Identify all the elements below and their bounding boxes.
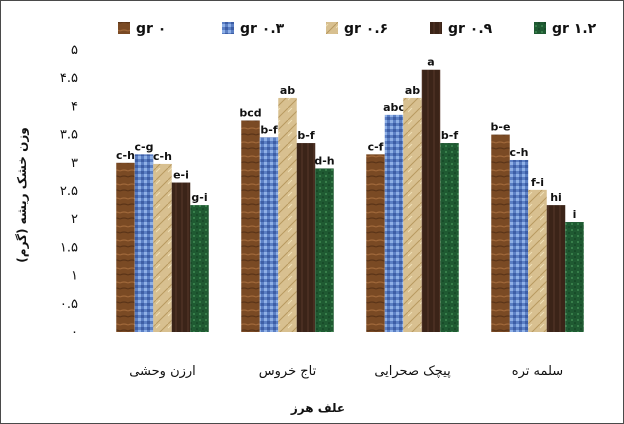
y-tick-label: ۳	[71, 156, 78, 171]
bar-value-label: i	[573, 208, 577, 221]
bar	[403, 97, 422, 332]
y-tick-label: ۴	[71, 99, 78, 114]
bar-value-label: abc	[383, 101, 405, 114]
y-axis: ۰ ۰.۵ ۱ ۱.۵ ۲ ۲.۵ ۳ ۳.۵ ۴ ۴.۵ ۵	[60, 43, 78, 340]
y-tick-label: ۲	[71, 212, 78, 227]
bar	[528, 189, 547, 332]
bar	[190, 205, 209, 332]
bar	[241, 120, 260, 332]
x-tick-label: سلمه تره	[512, 364, 563, 379]
x-axis: ارزن وحشی تاج خروس پیچک صحرایی سلمه تره	[129, 364, 563, 379]
bar-value-label: c-g	[135, 140, 154, 153]
bar-value-label: bcd	[239, 107, 261, 120]
y-axis-title: وزن خشک ریشه (گرم)	[15, 127, 30, 262]
bar-value-label: d-h	[314, 154, 334, 167]
bar	[509, 159, 529, 332]
bar	[171, 182, 191, 332]
legend-swatch	[534, 22, 546, 34]
y-tick-label: ۴.۵	[60, 71, 78, 86]
bar	[116, 162, 135, 332]
bar	[384, 114, 404, 332]
bar	[315, 168, 334, 332]
bar-value-label: ab	[405, 84, 420, 97]
bar-value-label: hi	[550, 191, 562, 204]
y-tick-label: ۰	[71, 325, 78, 340]
bar-value-label: c-h	[153, 150, 172, 163]
x-tick-label: تاج خروس	[259, 364, 317, 379]
bar-value-label: a	[427, 56, 434, 69]
bar-value-label: c-h	[116, 149, 135, 162]
y-tick-label: ۰.۵	[60, 297, 78, 312]
bar	[134, 154, 154, 332]
bar	[278, 97, 297, 332]
y-tick-label: ۲.۵	[60, 184, 78, 199]
bar-value-label: b-e	[491, 121, 511, 134]
bar-value-label: f-i	[531, 176, 544, 189]
legend-swatch	[326, 22, 338, 34]
bar-value-label: g-i	[191, 191, 207, 204]
x-tick-label: ارزن وحشی	[129, 364, 196, 379]
bar-value-label: ab	[280, 84, 295, 97]
y-tick-label: ۳.۵	[60, 128, 78, 143]
bar-value-label: e-i	[173, 169, 189, 182]
bar	[491, 134, 510, 332]
bars: c-hc-gc-he-ig-ibcdb-fabb-fd-hc-fabcabab-…	[116, 56, 584, 333]
legend-swatch	[222, 22, 234, 34]
bar	[366, 154, 385, 332]
bar-value-label: b-f	[260, 123, 277, 136]
legend-label: gr ۰	[136, 21, 166, 37]
x-axis-title: علف هرز	[290, 401, 345, 415]
bar-value-label: b-f	[297, 129, 314, 142]
bar	[546, 205, 566, 332]
legend-label: gr ۰.۹	[448, 21, 493, 37]
legend-swatch	[430, 22, 442, 34]
bar	[440, 143, 459, 332]
x-tick-label: پیچک صحرایی	[374, 364, 451, 379]
y-tick-label: ۱	[71, 269, 78, 284]
bar-value-label: c-h	[510, 146, 529, 159]
bar-value-label: b-f	[441, 129, 458, 142]
y-tick-label: ۵	[71, 43, 78, 58]
legend-label: gr ۰.۳	[240, 21, 285, 37]
legend-swatch	[118, 22, 130, 34]
bar	[565, 222, 584, 332]
bar	[296, 143, 316, 332]
legend-label: gr ۱.۲	[552, 21, 597, 37]
legend: gr ۰ gr ۰.۳ gr ۰.۶ gr ۰.۹ gr ۱.۲	[118, 21, 597, 37]
bar	[421, 69, 441, 333]
legend-label: gr ۰.۶	[344, 21, 388, 37]
y-tick-label: ۱.۵	[60, 240, 78, 255]
bar	[259, 137, 279, 332]
bar	[153, 163, 172, 332]
bar-value-label: c-f	[368, 140, 384, 153]
